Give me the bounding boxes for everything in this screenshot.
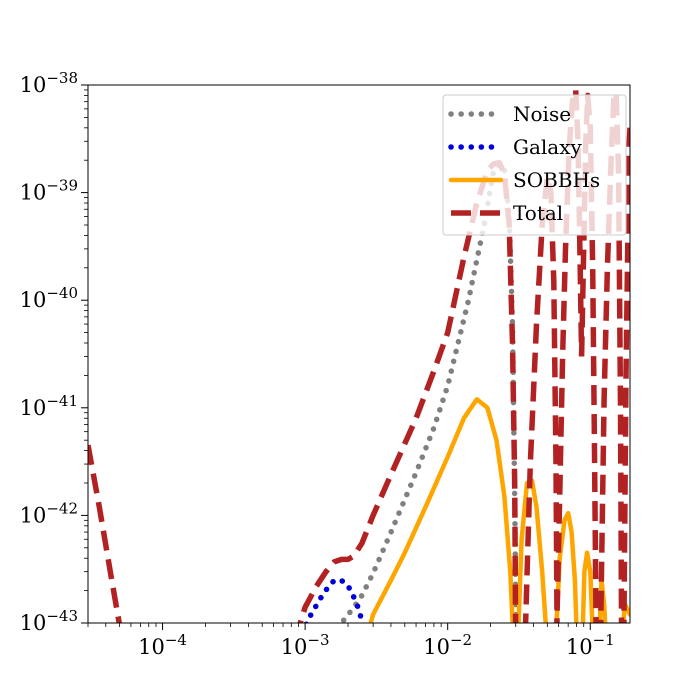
y-tick-label: 10−41 [20, 392, 78, 420]
y-tick-label: 10−42 [20, 499, 78, 527]
x-tick-label: 10−2 [423, 631, 472, 659]
y-tick-label: 10−39 [20, 177, 78, 205]
y-axis: 10−43 10−42 10−41 10−40 10−39 10−38 [20, 69, 88, 635]
x-tick-label: 10−4 [138, 631, 187, 659]
y-tick-label: 10−43 [20, 607, 78, 635]
legend-label-galaxy: Galaxy [513, 135, 583, 159]
series-line-sobbhs [368, 397, 630, 623]
legend-box [442, 94, 627, 236]
x-tick-label: 10−1 [566, 631, 615, 659]
y-tick-label: 10−38 [20, 69, 78, 97]
legend: Noise Galaxy SOBBHs Total [442, 94, 627, 236]
series-line-galaxy [303, 576, 366, 623]
x-axis: 10−4 10−3 10−2 10−1 [138, 623, 615, 659]
plot-frame [87, 84, 631, 624]
legend-label-sobbhs: SOBBHs [513, 168, 600, 192]
legend-label-total: Total [513, 201, 563, 225]
minor-ticks [84, 89, 585, 627]
x-tick-label: 10−3 [281, 631, 330, 659]
legend-label-noise: Noise [513, 102, 571, 126]
y-tick-label: 10−40 [20, 284, 78, 312]
